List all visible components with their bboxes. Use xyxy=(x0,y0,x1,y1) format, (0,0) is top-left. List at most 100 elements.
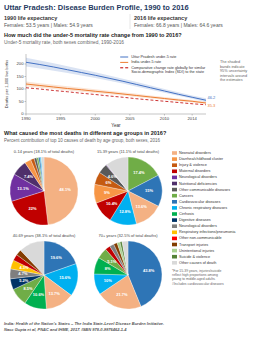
text-line: the estimates xyxy=(220,78,243,82)
legend-handle xyxy=(120,57,128,58)
text-line: bands indicate xyxy=(220,65,245,69)
axes: 050100150200199019952000200520102014Year… xyxy=(4,54,206,128)
legend-label: Cirrhosis xyxy=(179,212,194,216)
section-title: What caused the most deaths in different… xyxy=(4,130,167,136)
pie: 0-14 years (18.1% of total deaths)48.1%2… xyxy=(10,149,78,225)
legend-label: Uttar Pradesh under-5 rate xyxy=(131,55,176,59)
series-line xyxy=(26,88,206,105)
life-expectancy-text: Females: 53.5 years | Males: 54.9 years xyxy=(4,22,93,28)
legend-handle xyxy=(120,62,128,63)
legend-swatch xyxy=(172,176,177,180)
uncertainty-band xyxy=(26,82,206,105)
y-tick xyxy=(25,114,27,115)
pie-slice xyxy=(117,242,128,275)
legend-label: Other non-communicable xyxy=(179,236,222,240)
text-line: Nasc Gupta et al, PNAC and IHME, 2017. I… xyxy=(4,327,127,332)
text-line: 95% uncertainty xyxy=(220,69,247,73)
legend-label: Respiratory infections/pneumonia xyxy=(179,230,236,234)
legend-label: Injury & violence xyxy=(179,163,207,167)
legend-swatch xyxy=(172,218,177,222)
pie-slice xyxy=(34,158,44,191)
pie-slice xyxy=(44,157,78,225)
pie-data-label: 15.6% xyxy=(59,275,71,280)
legend-label: Other communicable diseases xyxy=(179,188,230,192)
pie-slice xyxy=(38,157,44,191)
legend-swatch xyxy=(172,243,177,247)
end-label: 35.3 xyxy=(208,103,217,108)
x-tick-label: 1995 xyxy=(56,116,66,121)
life-expectancy-label: 2016 life expectancy xyxy=(134,15,188,21)
pie-data-label: 15% xyxy=(145,188,153,193)
pie-data-label: 6% xyxy=(106,180,112,185)
series-line xyxy=(26,62,206,100)
chart-root: Uttar Pradesh: Disease Burden Profile, 1… xyxy=(0,0,264,341)
legend-swatch xyxy=(172,163,177,167)
cause-legend: Neonatal disordersDiarrhea/childhood clu… xyxy=(172,151,236,286)
y-tick xyxy=(25,89,27,90)
pie-data-label: 13.7% xyxy=(48,291,60,296)
legend-note: *For 15-39 years, injuries/suicidereflec… xyxy=(172,269,224,286)
x-axis-label: Year xyxy=(111,123,121,128)
legend-label: Chronic respiratory diseases xyxy=(179,206,227,210)
y-axis-label: Deaths per 1,000 live births xyxy=(4,60,9,109)
pie-title: 70+ years (32.5% of total deaths) xyxy=(98,233,158,238)
line-subtitle: Under-5 mortality rate, both sexes combi… xyxy=(4,40,124,45)
pie-slice xyxy=(94,274,128,294)
legend-swatch xyxy=(172,182,177,186)
x-tick-label: 2005 xyxy=(125,116,135,121)
y-tick-label: 200 xyxy=(17,61,25,66)
pie-data-label: 9% xyxy=(104,190,110,195)
pie-slice xyxy=(41,157,44,191)
legend-label: Neurological disorders xyxy=(179,175,217,179)
legend-swatch xyxy=(172,261,177,265)
legend-swatch xyxy=(172,157,177,161)
divider xyxy=(130,14,131,29)
footer: India: Health of the Nation’s States – T… xyxy=(4,321,164,332)
pie-slice xyxy=(44,275,71,309)
pie-data-label: 17.4% xyxy=(133,170,145,175)
series-line xyxy=(26,84,206,103)
pie-data-label: 4.3% xyxy=(19,265,29,270)
legend-label: Digestive diseases xyxy=(179,218,211,222)
plot-area xyxy=(26,58,206,105)
y-tick xyxy=(25,101,27,102)
pie-data-label: 5.1% xyxy=(107,259,117,264)
pie-data-label: 19.6% xyxy=(51,255,63,260)
pie-data-label: 43.8% xyxy=(143,268,155,273)
x-tick-label: 2000 xyxy=(91,116,101,121)
pie-data-label: 21.7% xyxy=(116,292,128,297)
x-tick-label: 1990 xyxy=(21,116,31,121)
pie-data-label: 22% xyxy=(29,206,37,211)
legend-swatch xyxy=(172,212,177,216)
line-legend: Uttar Pradesh under-5 rateIndia under-5 … xyxy=(120,55,206,74)
pie: 70+ years (32.5% of total deaths) 43.8% 21… xyxy=(94,233,162,309)
legend-label: Cancers xyxy=(179,194,193,198)
end-label: 46.2 xyxy=(208,95,217,100)
line-title: How much did the under-5 mortality rate … xyxy=(4,32,182,38)
x-tick-label: 2010 xyxy=(160,116,170,121)
text-line: Comparative change rate globally for sim… xyxy=(131,66,206,70)
page-title: Uttar Pradesh: Disease Burden Profile, 1… xyxy=(4,3,189,12)
y-tick xyxy=(25,76,27,77)
pie: 15-39 years (11.1% of total deaths) 17.4%… xyxy=(94,149,162,225)
legend-handle xyxy=(120,67,128,68)
pie-data-label: 10.4% xyxy=(106,201,118,206)
legend-swatch xyxy=(172,188,177,192)
pie-data-label: 13.1% xyxy=(17,186,29,191)
legend-label: Unintentional injuries xyxy=(179,249,214,253)
pie-data-label: 10% xyxy=(104,278,112,283)
pie-title: 15-39 years (11.1% of total deaths) xyxy=(97,149,160,154)
pie-data-label: 12.8% xyxy=(119,209,131,214)
legend-label: Transport injuries xyxy=(179,243,208,247)
legend-label: Other causes of death xyxy=(179,261,216,265)
legend-swatch xyxy=(172,231,177,235)
uncertainty-band xyxy=(26,58,206,102)
text-line: India: Health of the Nation’s States – T… xyxy=(4,321,164,326)
legend-label: Neonatal disorders xyxy=(179,151,211,155)
legend-label: Maternal disorders xyxy=(179,169,211,173)
pie-slice xyxy=(107,157,128,191)
legend-label: Suicide & violence xyxy=(179,255,210,259)
legend-swatch xyxy=(172,255,177,259)
pie-title: 40-69 years (38.1% of total deaths) xyxy=(13,233,76,238)
pie-title: 0-14 years (18.1% of total deaths) xyxy=(14,149,75,154)
